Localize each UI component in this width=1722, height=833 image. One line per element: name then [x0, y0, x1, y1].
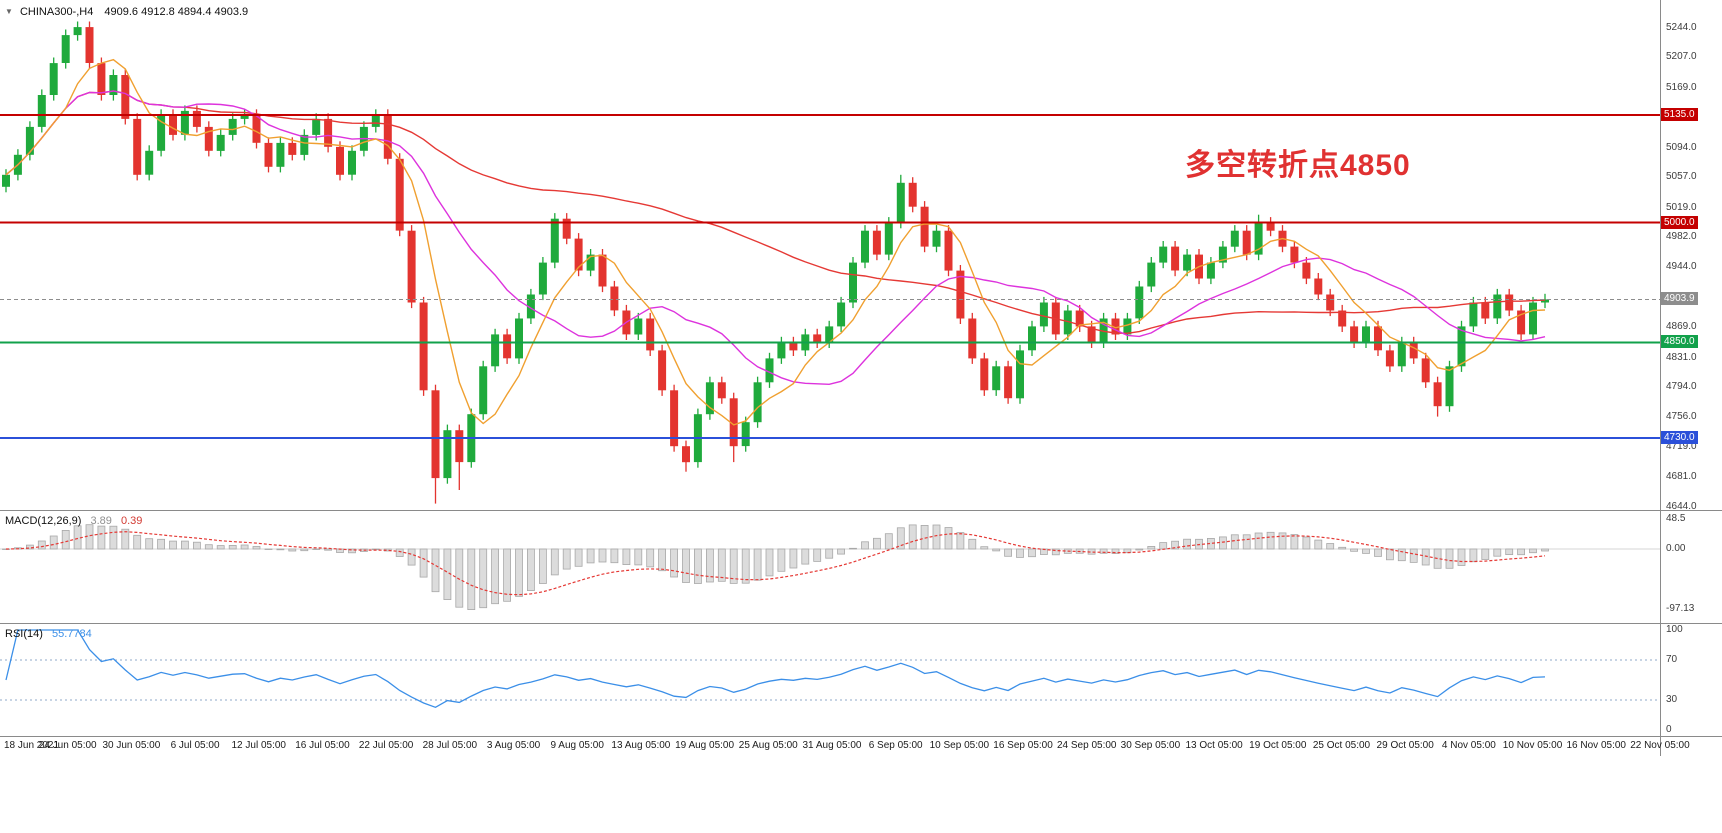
- time-axis-label: 9 Aug 05:00: [550, 740, 604, 751]
- slow-ma-line: [5, 90, 1546, 335]
- time-axis-label: 12 Jul 05:00: [231, 740, 287, 751]
- rsi-indicator-label: RSI(14) 55.7784: [5, 628, 92, 640]
- rsi-axis-tick: 70: [1666, 654, 1678, 665]
- rsi-indicator-canvas[interactable]: [0, 624, 1660, 736]
- time-scale[interactable]: 18 Jun 2021 24 Jun 05:00 30 Jun 05:00 6 Jul…: [0, 740, 1722, 756]
- rsi-line: [5, 629, 1546, 709]
- panel-separator[interactable]: [0, 510, 1722, 511]
- time-axis-label: 6 Sep 05:00: [868, 740, 923, 751]
- macd-axis-tick: 48.5: [1666, 512, 1686, 524]
- symbol-title: CHINA300-,H4: [19, 6, 94, 18]
- price-scale-border: [1660, 0, 1661, 756]
- macd-histogram: [2, 524, 1549, 610]
- mid-ma-line: [5, 90, 1546, 386]
- macd-indicator-label: MACD(12,26,9) 3.89 0.39: [5, 515, 142, 527]
- time-axis-label: 30 Jun 05:00: [102, 740, 161, 751]
- price-tag-4730.0: 4730.0: [1661, 431, 1698, 445]
- rsi-axis-tick: 30: [1666, 694, 1678, 705]
- y-axis-tick: 5057.0: [1666, 171, 1697, 183]
- price-chart-canvas[interactable]: [0, 0, 1660, 510]
- time-axis-label: 16 Jul 05:00: [295, 740, 350, 751]
- time-axis-label: 6 Jul 05:00: [170, 740, 220, 751]
- macd-signal-line: [5, 531, 1546, 596]
- y-axis-tick: 5169.0: [1666, 81, 1697, 93]
- time-axis-label: 10 Sep 05:00: [929, 740, 990, 751]
- y-axis-tick: 4944.0: [1666, 261, 1697, 273]
- y-axis-tick: 4982.0: [1666, 231, 1697, 243]
- time-axis-label: 31 Aug 05:00: [802, 740, 862, 751]
- y-axis-tick: 5244.0: [1666, 21, 1697, 33]
- rsi-name: RSI(14): [5, 628, 43, 640]
- y-axis-tick: 4681.0: [1666, 471, 1697, 483]
- time-axis-label: 22 Nov 05:00: [1630, 740, 1690, 751]
- rsi-value: 55.7784: [51, 628, 92, 640]
- price-tag-5135.0: 5135.0: [1661, 107, 1698, 121]
- time-axis-label: 22 Jul 05:00: [358, 740, 414, 751]
- time-axis-label: 10 Nov 05:00: [1502, 740, 1563, 751]
- symbol-dropdown-icon[interactable]: ▼: [5, 7, 13, 16]
- time-axis-label: 16 Sep 05:00: [993, 740, 1053, 751]
- price-tag-5000.0: 5000.0: [1661, 215, 1698, 229]
- chart-annotation-text: 多空转折点4850: [1185, 149, 1411, 182]
- rsi-axis-tick: 0: [1666, 724, 1672, 735]
- rsi-axis-tick: 100: [1666, 624, 1683, 635]
- y-axis-tick: 4644.0: [1666, 500, 1697, 512]
- time-axis-label: 13 Aug 05:00: [611, 740, 671, 751]
- price-tags-column: 5135.0 5000.0 4903.9 4850.0 4730.0: [1661, 0, 1722, 510]
- time-axis-label: 16 Nov 05:00: [1566, 740, 1627, 751]
- symbol-info: ▼ CHINA300-,H4 4909.6 4912.8 4894.4 4903…: [5, 6, 248, 18]
- price-tag-4850.0: 4850.0: [1661, 335, 1698, 349]
- time-axis-label: 30 Sep 05:00: [1120, 740, 1181, 751]
- panel-separator[interactable]: [0, 623, 1722, 624]
- macd-name: MACD(12,26,9): [5, 515, 82, 527]
- time-axis-label: 4 Nov 05:00: [1441, 740, 1496, 751]
- y-axis-tick: 5019.0: [1666, 201, 1697, 213]
- macd-signal-value: 0.39: [120, 515, 143, 527]
- fast-ma-line: [5, 58, 1546, 426]
- time-axis-label: 25 Aug 05:00: [738, 740, 798, 751]
- y-axis-tick: 4756.0: [1666, 411, 1697, 423]
- rsi-scale[interactable]: 100 70 30 0: [1661, 624, 1722, 736]
- time-axis-label: 29 Oct 05:00: [1376, 740, 1434, 751]
- time-axis-label: 18 Jun 2021: [4, 740, 60, 751]
- time-axis-label: 13 Oct 05:00: [1185, 740, 1243, 751]
- macd-axis-tick: 0.00: [1666, 543, 1686, 554]
- y-axis-tick: 4831.0: [1666, 351, 1697, 363]
- macd-scale[interactable]: 48.5 0.00 -97.13: [1661, 511, 1722, 623]
- y-axis-tick: 4869.0: [1666, 321, 1697, 333]
- macd-indicator-canvas[interactable]: [0, 511, 1660, 623]
- time-axis-label: 24 Jun 05:00: [38, 740, 97, 751]
- time-axis-label: 24 Sep 05:00: [1056, 740, 1117, 751]
- y-axis-tick: 4719.0: [1666, 440, 1697, 452]
- price-tag-4903.9: 4903.9: [1661, 292, 1698, 306]
- time-axis-label: 28 Jul 05:00: [422, 740, 478, 751]
- y-axis-tick: 5094.0: [1666, 141, 1697, 153]
- y-axis-tick: 4794.0: [1666, 381, 1697, 393]
- time-axis-label: 19 Oct 05:00: [1249, 740, 1307, 751]
- time-axis-label: 19 Aug 05:00: [675, 740, 735, 751]
- time-axis-label: 3 Aug 05:00: [486, 740, 541, 751]
- ohlc-readout: 4909.6 4912.8 4894.4 4903.9: [104, 6, 249, 18]
- candles-layer: [2, 21, 1549, 504]
- panel-separator: [0, 736, 1722, 737]
- macd-axis-tick: -97.13: [1666, 603, 1695, 615]
- macd-main-value: 3.89: [90, 515, 112, 527]
- y-axis-tick: 5207.0: [1666, 51, 1697, 63]
- time-axis-label: 25 Oct 05:00: [1312, 740, 1371, 751]
